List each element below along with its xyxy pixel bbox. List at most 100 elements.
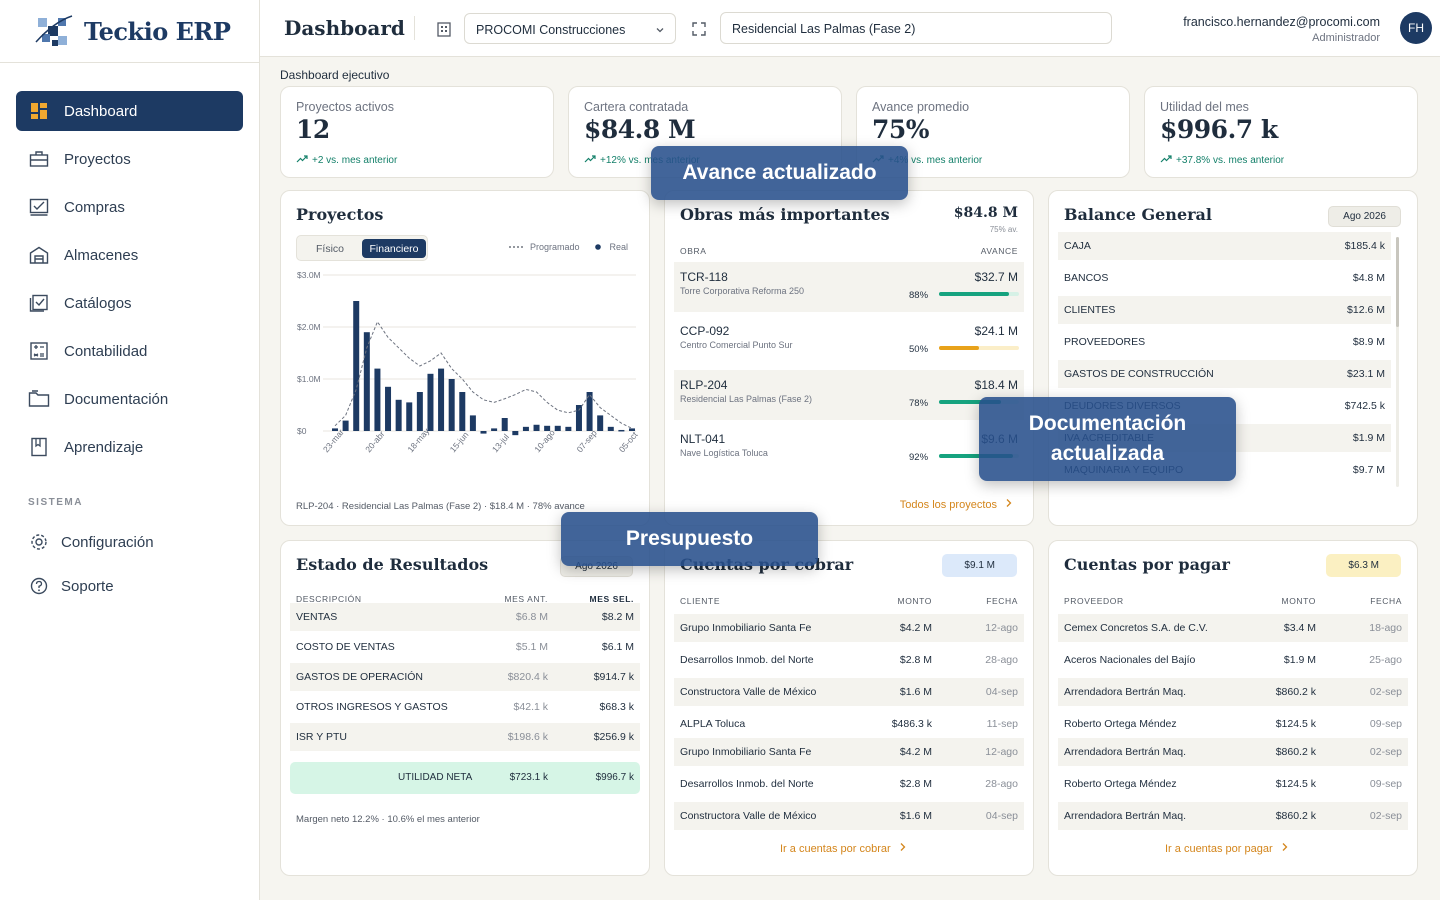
bar-real — [416, 392, 423, 431]
tab-fisico[interactable]: Físico — [315, 242, 344, 255]
balance-row[interactable]: CLIENTES $12.6 M — [1058, 296, 1391, 324]
pagar-link[interactable]: Ir a cuentas por pagar — [1165, 842, 1289, 855]
resultados-sel: $6.1 M — [601, 641, 634, 653]
bar-real — [607, 426, 614, 431]
cobrar-name: Grupo Inmobiliario Santa Fe — [680, 622, 812, 634]
expand-icon[interactable] — [692, 22, 706, 41]
app-logo[interactable]: Teckio ERP — [34, 12, 231, 50]
sidebar-item-label: Configuración — [61, 533, 154, 551]
legend-dashed-line-icon — [509, 246, 525, 248]
cobrar-date: 04-sep — [985, 686, 1018, 698]
table-row[interactable]: Desarrollos Inmob. del Norte $2.8 M 28-a… — [674, 770, 1024, 798]
bar-real — [448, 379, 455, 431]
pagar-title: Cuentas por pagar — [1064, 555, 1230, 574]
table-row[interactable]: Roberto Ortega Méndez $124.5 k 09-sep — [1058, 770, 1408, 798]
balance-row[interactable]: PROVEEDORES $8.9 M — [1058, 328, 1391, 356]
balance-account: CLIENTES — [1064, 304, 1116, 316]
bar-real — [565, 426, 572, 431]
trend-up-icon — [296, 155, 308, 166]
todos-proyectos-link[interactable]: Todos los proyectos — [900, 498, 1013, 511]
kpi-label: Utilidad del mes — [1160, 100, 1249, 114]
balance-row[interactable]: BANCOS $4.8 M — [1058, 264, 1391, 292]
table-row[interactable]: Aceros Nacionales del Bajío $1.9 M 25-ag… — [1058, 646, 1408, 674]
obra-name: Residencial Las Palmas (Fase 2) — [680, 394, 813, 404]
obra-row[interactable]: RLP-204 Residencial Las Palmas (Fase 2) … — [674, 370, 1024, 420]
sidebar-item-dashboard[interactable]: Dashboard — [16, 91, 243, 131]
cobrar-link-label: Ir a cuentas por cobrar — [780, 842, 891, 855]
sidebar-item-aprendizaje[interactable]: Aprendizaje — [16, 427, 243, 467]
chart-legend: Programado Real — [509, 242, 628, 252]
section-title-dashboard-ejecutivo: Dashboard ejecutivo — [280, 68, 390, 82]
y-tick-label: $3.0M — [297, 270, 321, 280]
pagar-name: Roberto Ortega Méndez — [1064, 778, 1177, 790]
bar-real — [438, 368, 445, 431]
table-row[interactable]: Cemex Concretos S.A. de C.V. $3.4 M 18-a… — [1058, 614, 1408, 642]
sidebar-item-documentacion[interactable]: Documentación — [16, 379, 243, 419]
avatar[interactable]: FH — [1400, 12, 1432, 44]
balance-scrollbar[interactable] — [1396, 237, 1399, 487]
resultados-desc: GASTOS DE OPERACIÓN — [296, 671, 423, 683]
table-row[interactable]: Desarrollos Inmob. del Norte $2.8 M 28-a… — [674, 646, 1024, 674]
resultados-row: ISR Y PTU $198.6 k $256.9 k — [290, 723, 640, 751]
project-selector[interactable]: Residencial Las Palmas (Fase 2) — [720, 12, 1112, 44]
table-row[interactable]: Arrendadora Bertrán Maq. $860.2 k 02-sep — [1058, 678, 1408, 706]
table-row[interactable]: ALPLA Toluca $486.3 k 11-sep — [674, 710, 1024, 738]
sidebar-item-label: Soporte — [61, 577, 114, 595]
obra-row[interactable]: NLT-041 Nave Logística Toluca $9.6 M 92% — [674, 424, 1024, 474]
resultados-sel: $914.7 k — [593, 671, 634, 683]
obra-row[interactable]: CCP-092 Centro Comercial Punto Sur $24.1… — [674, 316, 1024, 366]
balance-row[interactable]: CAJA $185.4 k — [1058, 232, 1391, 260]
chevron-right-icon — [1281, 842, 1289, 855]
obra-row[interactable]: TCR-118 Torre Corporativa Reforma 250 $3… — [674, 262, 1024, 312]
utilidad-neta-label: UTILIDAD NETA — [398, 772, 473, 783]
balance-amount: $1.9 M — [1352, 432, 1385, 444]
table-row[interactable]: Arrendadora Bertrán Maq. $860.2 k 02-sep — [1058, 802, 1408, 830]
section-label-sistema: SISTEMA — [28, 497, 83, 508]
col-monto: MONTO — [897, 596, 932, 606]
cobrar-amount: $2.8 M — [899, 654, 932, 666]
bar-real — [353, 301, 360, 431]
cobrar-amount: $1.6 M — [899, 686, 932, 698]
obra-amount: $24.1 M — [974, 324, 1018, 338]
obra-pct: 92% — [909, 452, 929, 463]
tab-financiero[interactable]: Financiero — [362, 239, 426, 258]
table-row[interactable]: Grupo Inmobiliario Santa Fe $4.2 M 12-ag… — [674, 738, 1024, 766]
obra-name: Torre Corporativa Reforma 250 — [680, 286, 805, 296]
table-row[interactable]: Constructora Valle de México $1.6 M 04-s… — [674, 678, 1024, 706]
bar-real — [501, 418, 508, 431]
kpi-card: Avance promedio 75% +4% vs. mes anterior — [856, 86, 1130, 178]
obra-pct: 88% — [909, 290, 929, 301]
col-fecha: FECHA — [1370, 596, 1402, 606]
balance-period-select[interactable]: Ago 2026 — [1328, 206, 1401, 227]
balance-scrollbar-thumb[interactable] — [1396, 237, 1399, 327]
trend-up-icon — [584, 155, 596, 166]
balance-account: CAJA — [1064, 240, 1091, 252]
sidebar-item-almacenes[interactable]: Almacenes — [16, 235, 243, 275]
sidebar-item-label: Compras — [64, 198, 125, 216]
company-select[interactable]: PROCOMI Construcciones — [464, 13, 676, 44]
sidebar-item-contabilidad[interactable]: Contabilidad — [16, 331, 243, 371]
table-row[interactable]: Grupo Inmobiliario Santa Fe $4.2 M 12-ag… — [674, 614, 1024, 642]
table-row[interactable]: Roberto Ortega Méndez $124.5 k 09-sep — [1058, 710, 1408, 738]
bar-real — [586, 392, 593, 431]
sidebar-item-label: Almacenes — [64, 246, 139, 264]
sidebar-item-compras[interactable]: Compras — [16, 187, 243, 227]
cobrar-link[interactable]: Ir a cuentas por cobrar — [780, 842, 907, 855]
balance-row[interactable]: GASTOS DE CONSTRUCCIÓN $23.1 M — [1058, 360, 1391, 388]
balance-account: PROVEEDORES — [1064, 336, 1146, 348]
bar-real — [554, 425, 561, 431]
sidebar-item-catalogos[interactable]: Catálogos — [16, 283, 243, 323]
resultados-desc: VENTAS — [296, 611, 338, 623]
cobrar-date: 12-ago — [985, 622, 1018, 634]
balance-amount: $12.6 M — [1347, 304, 1385, 316]
pagar-date: 25-ago — [1369, 654, 1402, 666]
sidebar-item-configuracion[interactable]: Configuración — [16, 522, 243, 562]
sidebar-item-proyectos[interactable]: Proyectos — [16, 139, 243, 179]
table-row[interactable]: Arrendadora Bertrán Maq. $860.2 k 02-sep — [1058, 738, 1408, 766]
pagar-amount: $860.2 k — [1275, 810, 1316, 822]
table-row[interactable]: Constructora Valle de México $1.6 M 04-s… — [674, 802, 1024, 830]
cobrar-date: 04-sep — [985, 810, 1018, 822]
obra-pct: 50% — [909, 344, 929, 355]
balance-amount: $23.1 M — [1347, 368, 1385, 380]
sidebar-item-soporte[interactable]: Soporte — [16, 566, 243, 606]
